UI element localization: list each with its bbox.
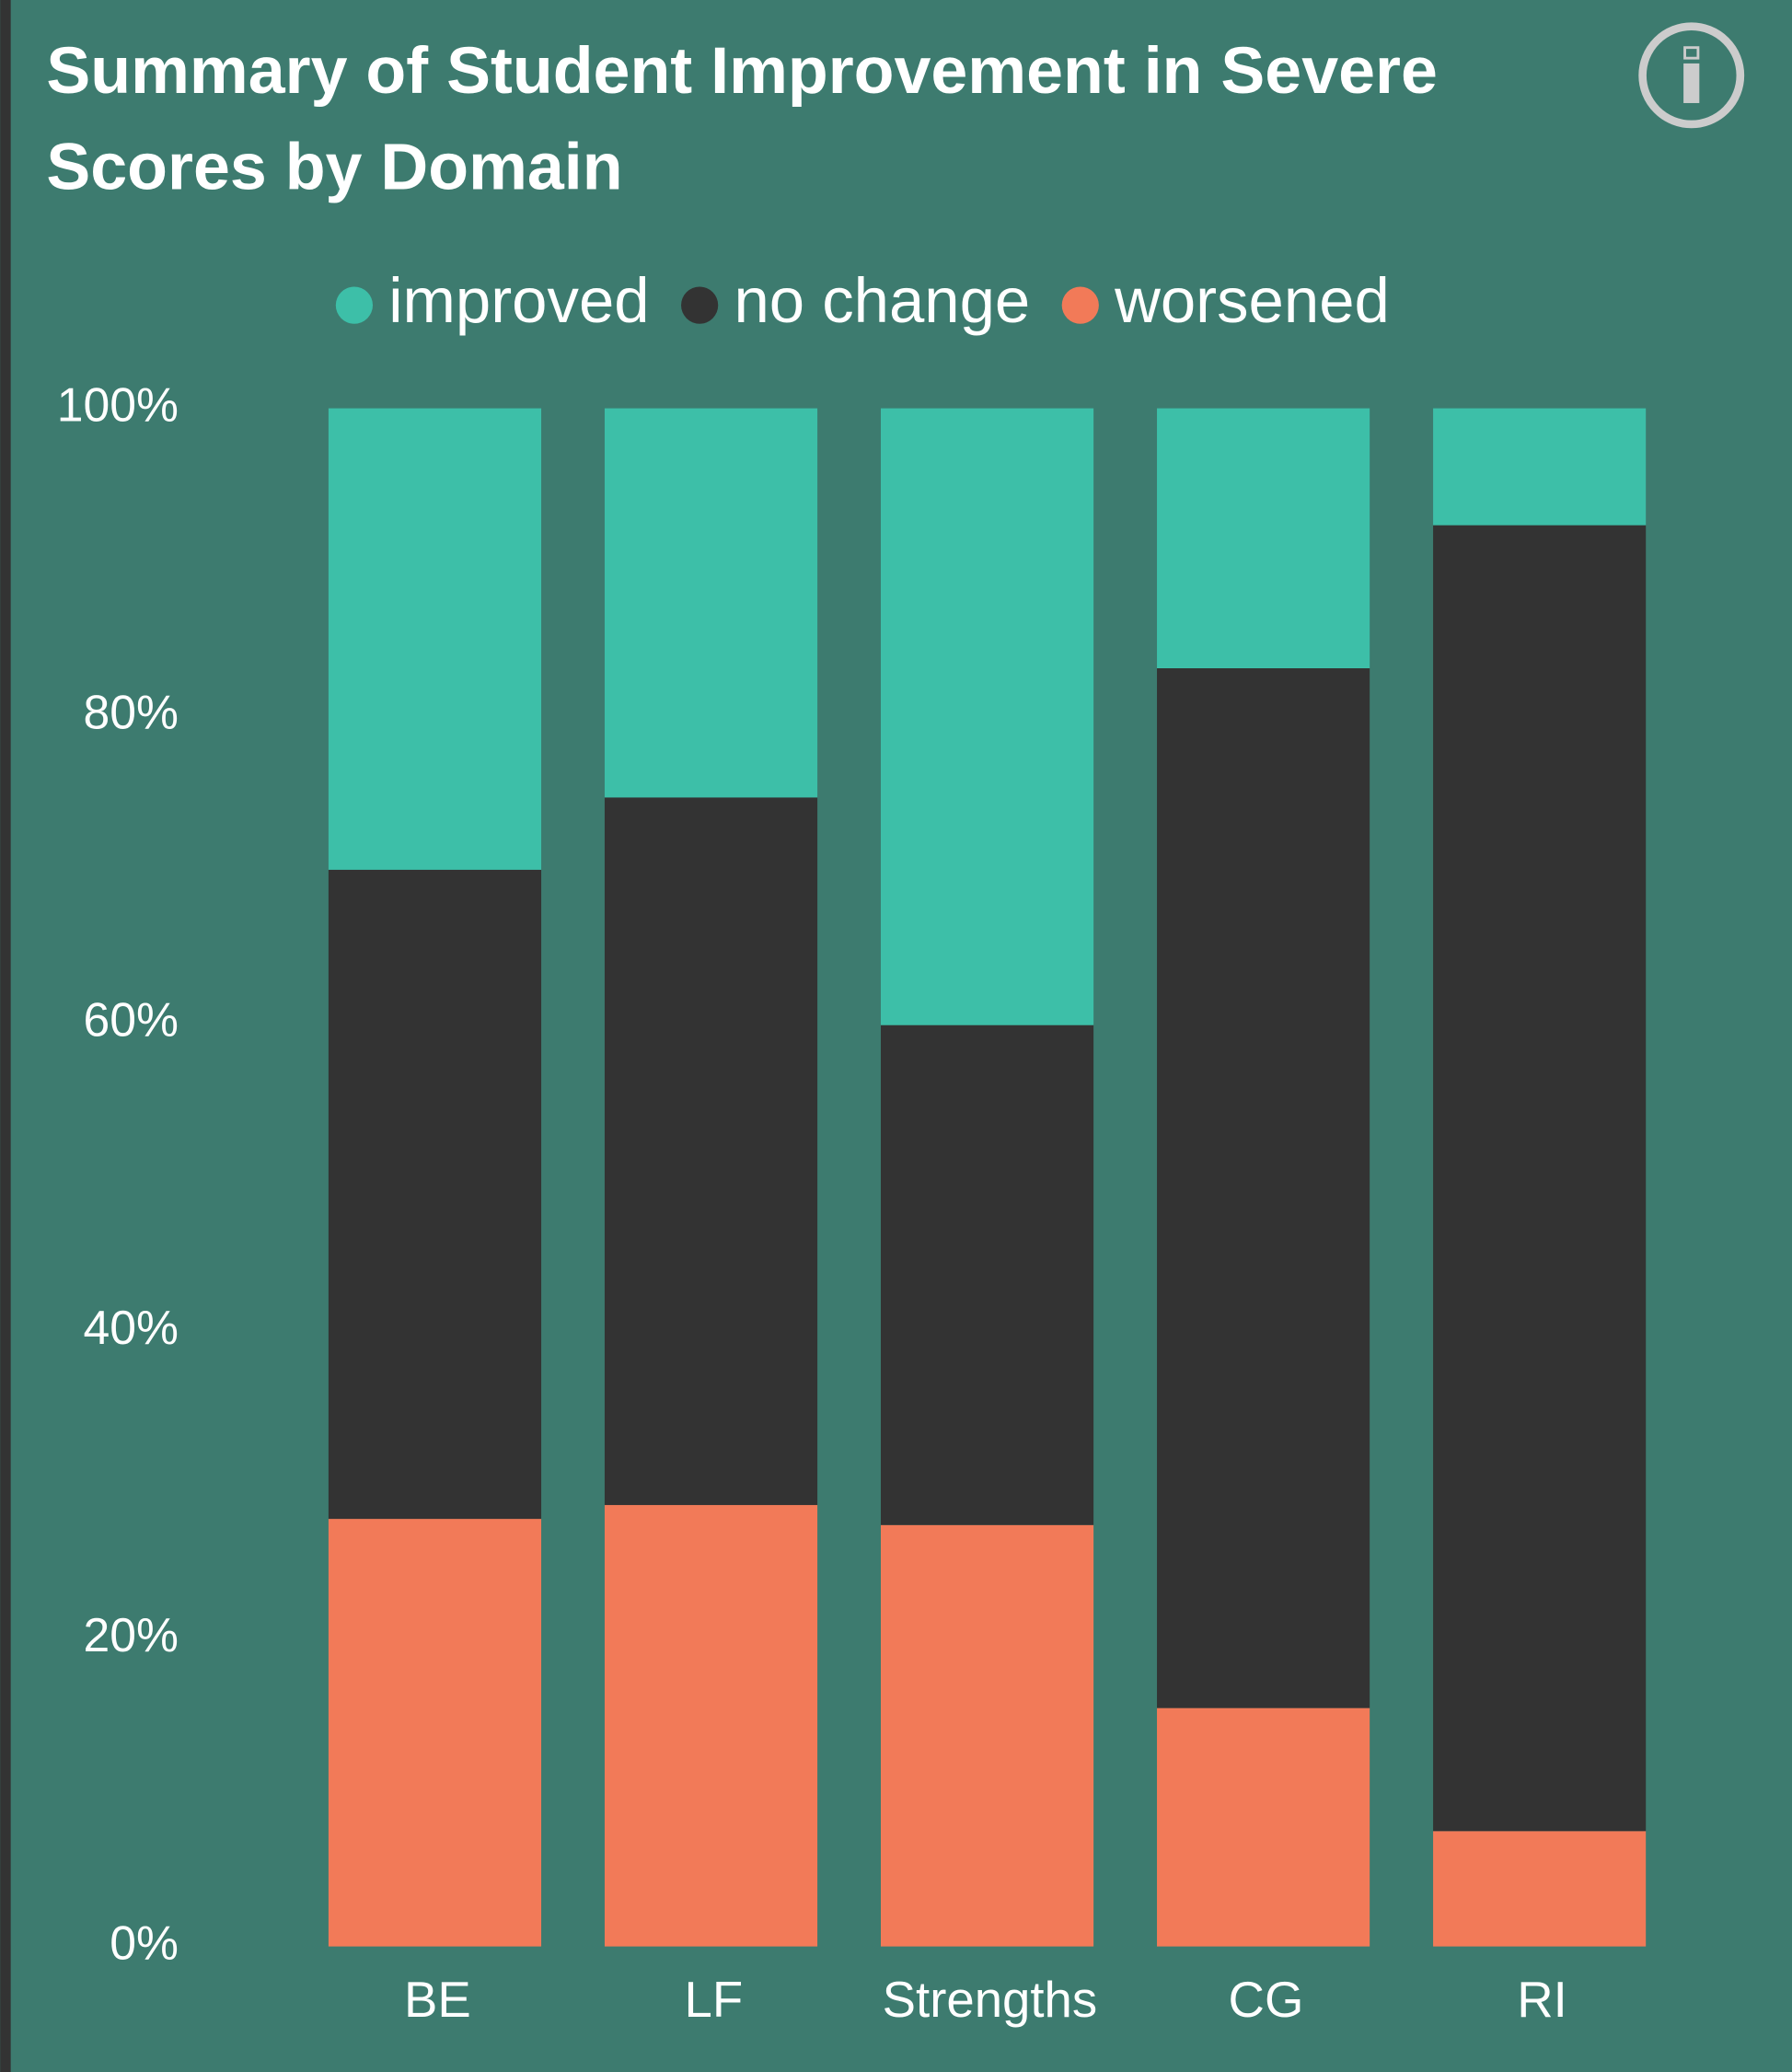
info-ring bbox=[1638, 22, 1745, 129]
legend-label: worsened bbox=[1114, 265, 1390, 336]
left-border bbox=[0, 0, 11, 2072]
y-tick-label: 60% bbox=[84, 993, 179, 1047]
x-tick-label: RI bbox=[1517, 1972, 1567, 2028]
x-tick-label: CG bbox=[1229, 1972, 1304, 2028]
bar-segment bbox=[1433, 1831, 1647, 1947]
bar-segment bbox=[880, 1024, 1094, 1525]
info-dot bbox=[1683, 46, 1700, 60]
legend-label: improved bbox=[388, 265, 649, 336]
chart-title: Summary of Student Improvement in Severe… bbox=[46, 34, 1437, 204]
bar-segment bbox=[1157, 667, 1370, 1708]
y-tick-label: 40% bbox=[84, 1301, 179, 1354]
legend-swatch bbox=[335, 286, 374, 324]
y-tick-label: 100% bbox=[57, 377, 179, 431]
bar-segment bbox=[604, 408, 818, 798]
x-tick-label: LF bbox=[685, 1972, 744, 2028]
x-tick-label: BE bbox=[404, 1972, 471, 2028]
y-tick-label: 0% bbox=[110, 1916, 179, 1969]
y-tick-label: 20% bbox=[84, 1608, 179, 1661]
info-icon[interactable] bbox=[1638, 22, 1745, 129]
bar-segment bbox=[1433, 408, 1647, 526]
bar-segment bbox=[880, 1524, 1094, 1947]
bar-segment bbox=[604, 797, 818, 1506]
bar-segment bbox=[1433, 525, 1647, 1832]
bar-segment bbox=[328, 408, 542, 870]
bar-segment bbox=[328, 1519, 542, 1947]
legend-swatch bbox=[1061, 286, 1099, 324]
info-stem bbox=[1683, 63, 1700, 103]
bar-segment bbox=[1157, 1707, 1370, 1947]
bar-segment bbox=[328, 869, 542, 1520]
legend-swatch bbox=[681, 286, 719, 324]
x-tick-label: Strengths bbox=[883, 1972, 1097, 2028]
y-tick-label: 80% bbox=[84, 685, 179, 738]
legend-label: no change bbox=[734, 265, 1030, 336]
bar-segment bbox=[1157, 408, 1370, 668]
bar-segment bbox=[880, 408, 1094, 1025]
bar-segment bbox=[604, 1505, 818, 1947]
